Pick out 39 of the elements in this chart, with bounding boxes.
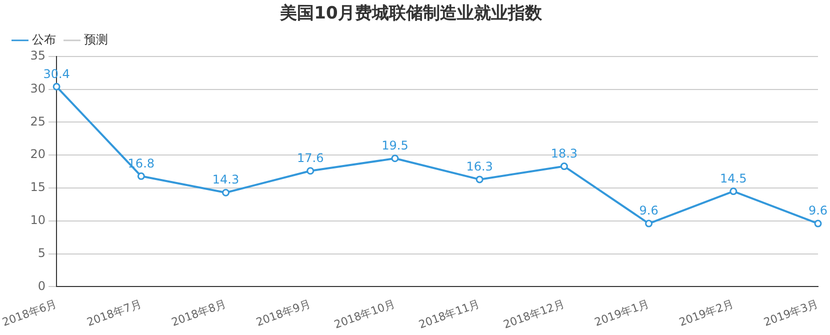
chart-title: 美国10月费城联储制造业就业指数 [279, 4, 543, 24]
point [52, 82, 60, 90]
y-tick-label: 25 [30, 114, 46, 128]
x-tick-label: 2019年3月 [762, 297, 820, 329]
data-label: 18.3 [550, 146, 578, 160]
x-tick-label: 2018年10月 [332, 297, 397, 332]
x-tick-label: 2018年9月 [254, 297, 312, 329]
y-tick-label: 10 [30, 213, 46, 228]
point [306, 167, 314, 175]
x-tick-label: 2018年6月 [0, 297, 59, 329]
x-tick-label: 2018年12月 [502, 297, 566, 332]
data-label: 17.6 [297, 151, 324, 166]
point [476, 176, 484, 184]
point [730, 188, 738, 196]
data-label: 9.6 [639, 204, 658, 218]
y-tick-label: 20 [30, 147, 46, 162]
data-label: 19.5 [382, 138, 408, 153]
data-label: 14.3 [212, 172, 240, 187]
data-label: 9.6 [808, 204, 828, 218]
y-tick-label: 15 [30, 180, 46, 194]
point [391, 154, 399, 162]
y-tick-label: 35 [30, 48, 46, 63]
y-tick-label: 0 [38, 278, 46, 293]
x-tick-label: 2019年1月 [592, 297, 651, 329]
x-tick-label: 2019年2月 [677, 297, 736, 329]
x-tick-label: 2018年8月 [170, 297, 228, 329]
legend-label: 公布 [32, 32, 56, 47]
data-label: 16.3 [466, 160, 493, 174]
y-tick-label: 30 [30, 81, 46, 96]
data-label: 14.5 [720, 171, 747, 186]
point [645, 220, 653, 228]
point [560, 162, 568, 170]
x-tick-label: 2018年11月 [417, 297, 482, 332]
legend-label: 预测 [84, 32, 108, 47]
point [137, 172, 145, 180]
point [814, 220, 822, 228]
y-tick-label: 5 [38, 246, 46, 260]
point [222, 188, 230, 196]
x-tick-label: 2018年7月 [85, 297, 144, 329]
